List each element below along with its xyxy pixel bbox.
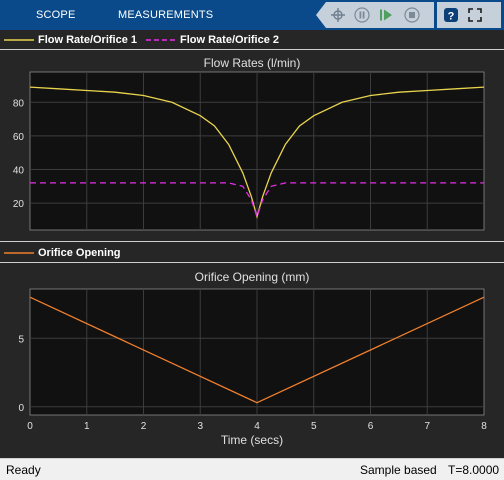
toolstrip: SCOPE MEASUREMENTS ? <box>0 0 504 30</box>
series-line <box>29 86 485 219</box>
y-tick-label: 20 <box>13 199 25 210</box>
expand-icon[interactable] <box>467 7 483 23</box>
x-tick-label: 3 <box>197 421 203 432</box>
legend-orifice-opening: Orifice Opening <box>0 241 504 263</box>
tab-scope[interactable]: SCOPE <box>36 9 76 21</box>
legend-flow-rates: Flow Rate/Orifice 1 Flow Rate/Orifice 2 <box>0 30 504 50</box>
x-axis-label: Time (secs) <box>220 433 284 447</box>
x-tick-label: 0 <box>27 421 33 432</box>
series-line <box>30 182 484 219</box>
legend-label: Flow Rate/Orifice 1 <box>38 34 138 46</box>
y-tick-label: 0 <box>18 403 24 414</box>
plot-panel-flow-rates: Flow Rates (l/min) 20 40 60 80 <box>0 50 504 241</box>
help-icon[interactable]: ? <box>443 7 459 23</box>
legend-label: Orifice Opening <box>38 246 121 259</box>
pause-icon[interactable] <box>354 7 370 23</box>
legend-item-orifice-2[interactable]: Flow Rate/Orifice 2 <box>146 30 279 50</box>
step-forward-icon[interactable] <box>378 7 394 23</box>
orifice-opening-axes[interactable]: 0 5 0 1 2 3 4 5 6 7 8 <box>0 263 504 458</box>
flow-rates-axes[interactable]: 20 40 60 80 <box>0 50 504 241</box>
stop-icon[interactable] <box>404 7 420 23</box>
plot-panel-orifice-opening: Orifice Opening (mm) 0 5 0 1 2 3 4 5 6 7 8 Time (s… <box>0 263 504 458</box>
legend-swatch-dashed-line <box>146 39 176 41</box>
legend-swatch-solid-line <box>4 39 34 41</box>
x-tick-label: 5 <box>311 421 317 432</box>
y-tick-label: 5 <box>18 334 24 345</box>
y-tick-label: 80 <box>13 98 25 109</box>
plot-title: Orifice Opening (mm) <box>194 270 310 284</box>
legend-swatch-solid-line <box>4 251 34 254</box>
y-tick-label: 40 <box>13 165 25 176</box>
tab-measurements[interactable]: MEASUREMENTS <box>118 9 214 21</box>
plot-title: Flow Rates (l/min) <box>203 56 301 70</box>
x-tick-label: 6 <box>368 421 374 432</box>
x-tick-label: 2 <box>141 421 147 432</box>
y-tick-label: 60 <box>13 132 25 143</box>
series-line <box>29 296 485 404</box>
simulation-controls <box>316 2 434 28</box>
simulation-time-text: T=8.0000 <box>448 463 500 477</box>
x-tick-label: 8 <box>481 421 487 432</box>
svg-text:?: ? <box>448 11 455 23</box>
status-text: Ready <box>6 463 41 477</box>
x-tick-label: 7 <box>424 421 430 432</box>
legend-label: Flow Rate/Orifice 2 <box>180 34 280 46</box>
highlight-signal-icon[interactable] <box>330 7 346 23</box>
status-bar: Ready Sample based T=8.0000 <box>0 458 504 480</box>
sample-mode-text: Sample based <box>360 463 437 477</box>
x-tick-label: 4 <box>254 421 260 432</box>
legend-item-orifice-opening[interactable]: Orifice Opening <box>4 242 121 263</box>
x-tick-label: 1 <box>84 421 90 432</box>
legend-item-orifice-1[interactable]: Flow Rate/Orifice 1 <box>4 30 137 50</box>
window-controls: ? <box>437 2 501 28</box>
